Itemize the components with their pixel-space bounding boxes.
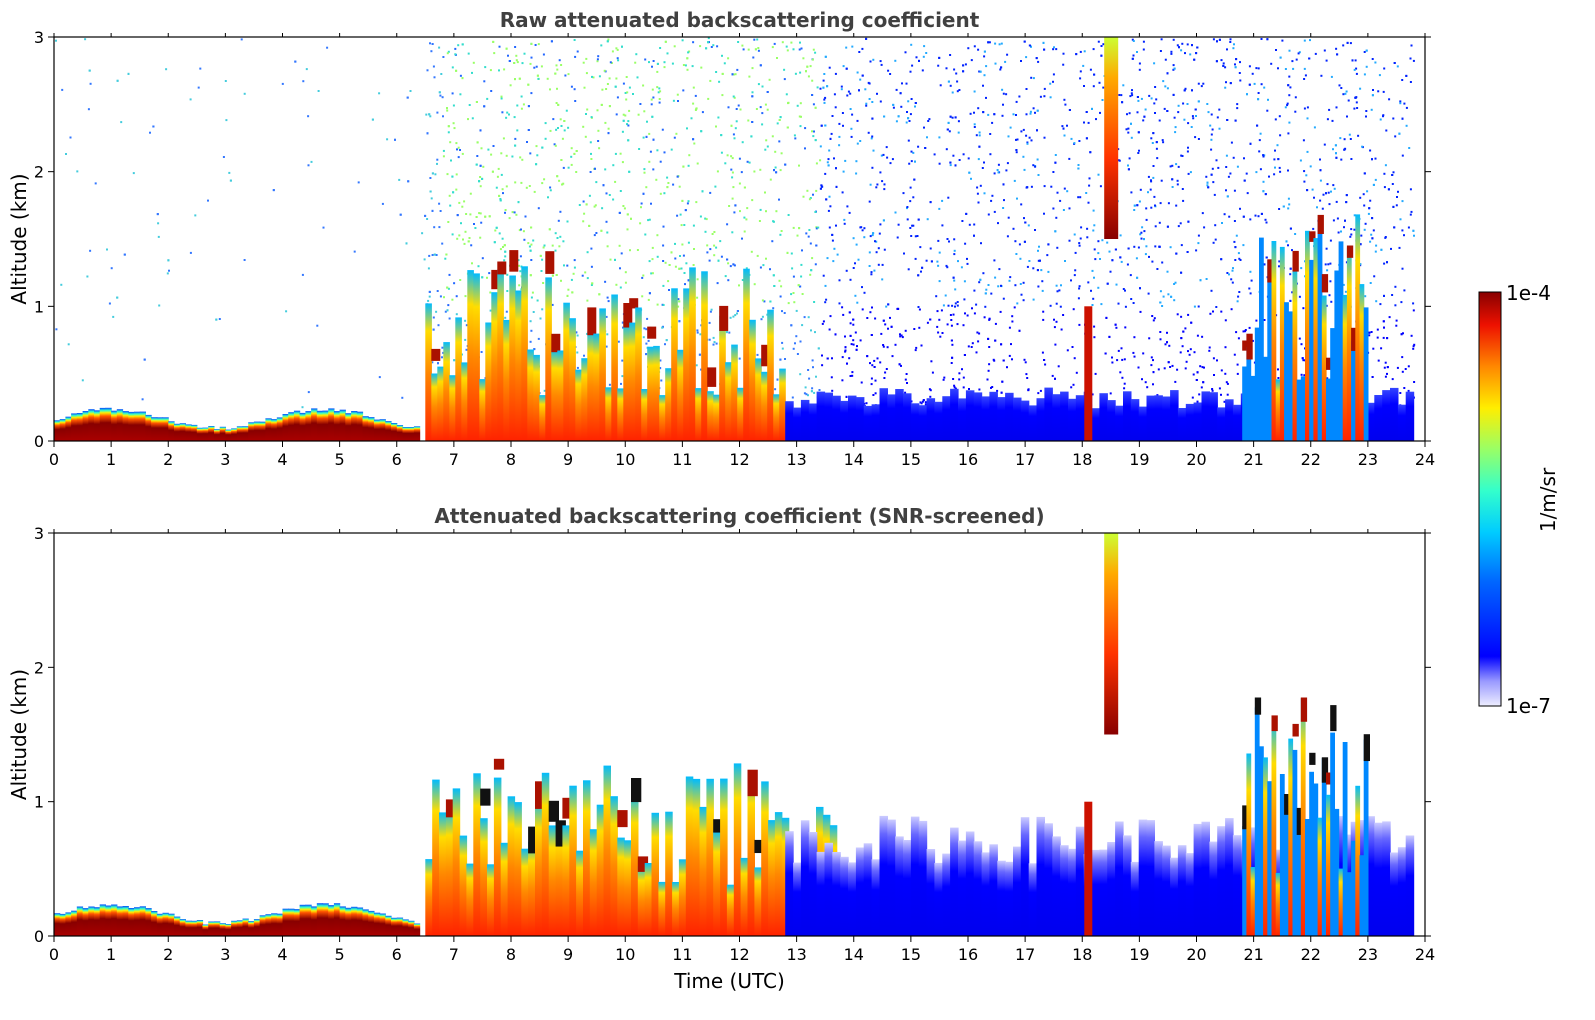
feature-boundary-layer <box>54 903 421 936</box>
y-axis-label: Altitude (km) <box>7 173 31 304</box>
x-tick-label: 5 <box>335 450 345 469</box>
heatmap-area <box>54 533 1415 936</box>
chart-title: Attenuated backscattering coefficient (S… <box>434 504 1044 528</box>
x-tick-label: 16 <box>958 945 978 964</box>
x-tick-label: 8 <box>506 450 516 469</box>
x-tick-label: 1 <box>106 450 116 469</box>
x-tick-label: 21 <box>1243 450 1263 469</box>
x-tick-label: 23 <box>1358 450 1378 469</box>
y-tick-label: 0 <box>34 927 44 946</box>
x-tick-label: 10 <box>615 450 635 469</box>
y-tick-label: 1 <box>34 793 44 812</box>
feature-morning-clouds <box>425 758 838 936</box>
colorbar-max-label: 1e-4 <box>1506 281 1551 305</box>
x-tick-label: 11 <box>672 450 692 469</box>
x-tick-label: 9 <box>563 945 573 964</box>
x-tick-label: 4 <box>277 945 287 964</box>
x-tick-label: 7 <box>449 450 459 469</box>
heatmap-area <box>54 37 1416 441</box>
x-tick-label: 1 <box>106 945 116 964</box>
plot-frame <box>53 36 1426 442</box>
y-tick-label: 0 <box>34 432 44 451</box>
x-tick-label: 22 <box>1301 450 1321 469</box>
y-tick-label: 3 <box>34 28 44 47</box>
x-tick-label: 19 <box>1129 945 1149 964</box>
x-tick-label: 13 <box>786 945 806 964</box>
x-tick-label: 9 <box>563 450 573 469</box>
y-axis-label: Altitude (km) <box>7 669 31 800</box>
x-tick-label: 0 <box>49 945 59 964</box>
y-tick-label: 2 <box>34 163 44 182</box>
x-tick-label: 6 <box>392 450 402 469</box>
x-tick-label: 12 <box>729 450 749 469</box>
x-tick-label: 6 <box>392 945 402 964</box>
feature-late-clouds <box>1242 214 1369 441</box>
x-axis-label: Time (UTC) <box>673 969 785 993</box>
x-tick-label: 0 <box>49 450 59 469</box>
x-tick-label: 8 <box>506 945 516 964</box>
x-tick-label: 13 <box>786 450 806 469</box>
x-tick-label: 15 <box>901 450 921 469</box>
feature-morning-clouds <box>425 250 786 441</box>
feature-precipitation-column <box>1084 37 1119 441</box>
x-tick-label: 21 <box>1243 945 1263 964</box>
x-tick-label: 19 <box>1129 450 1149 469</box>
x-tick-label: 5 <box>335 945 345 964</box>
feature-late-clouds <box>1242 697 1370 936</box>
x-tick-label: 20 <box>1186 945 1206 964</box>
x-tick-label: 4 <box>277 450 287 469</box>
feature-precipitation-column <box>1084 533 1119 936</box>
x-tick-label: 16 <box>958 450 978 469</box>
panel-1: Raw attenuated backscattering coefficien… <box>7 8 1435 469</box>
x-tick-label: 14 <box>844 450 864 469</box>
x-tick-label: 7 <box>449 945 459 964</box>
colorbar: 1e-4 1e-7 1/m/sr <box>1478 281 1560 718</box>
x-tick-label: 14 <box>844 945 864 964</box>
colorbar-unit-label: 1/m/sr <box>1536 467 1560 532</box>
x-tick-label: 18 <box>1072 450 1092 469</box>
x-tick-label: 20 <box>1186 450 1206 469</box>
colorbar-gradient <box>1478 291 1502 707</box>
x-tick-label: 12 <box>729 945 749 964</box>
x-tick-label: 18 <box>1072 945 1092 964</box>
feature-aerosol-layer <box>785 387 1415 441</box>
x-tick-label: 17 <box>1015 945 1035 964</box>
x-tick-label: 17 <box>1015 450 1035 469</box>
colorbar-min-label: 1e-7 <box>1506 694 1551 718</box>
y-tick-label: 1 <box>34 297 44 316</box>
feature-boundary-layer <box>54 407 421 441</box>
x-tick-label: 22 <box>1301 945 1321 964</box>
panel-2: Attenuated backscattering coefficient (S… <box>7 504 1435 993</box>
x-tick-label: 2 <box>163 450 173 469</box>
x-tick-label: 24 <box>1415 945 1435 964</box>
x-tick-label: 2 <box>163 945 173 964</box>
y-tick-label: 3 <box>34 524 44 543</box>
x-tick-label: 15 <box>901 945 921 964</box>
x-tick-label: 10 <box>615 945 635 964</box>
y-tick-label: 2 <box>34 658 44 677</box>
x-tick-label: 3 <box>220 945 230 964</box>
x-tick-label: 3 <box>220 450 230 469</box>
x-tick-label: 23 <box>1358 945 1378 964</box>
x-tick-label: 11 <box>672 945 692 964</box>
x-tick-label: 24 <box>1415 450 1435 469</box>
chart-title: Raw attenuated backscattering coefficien… <box>500 8 980 32</box>
